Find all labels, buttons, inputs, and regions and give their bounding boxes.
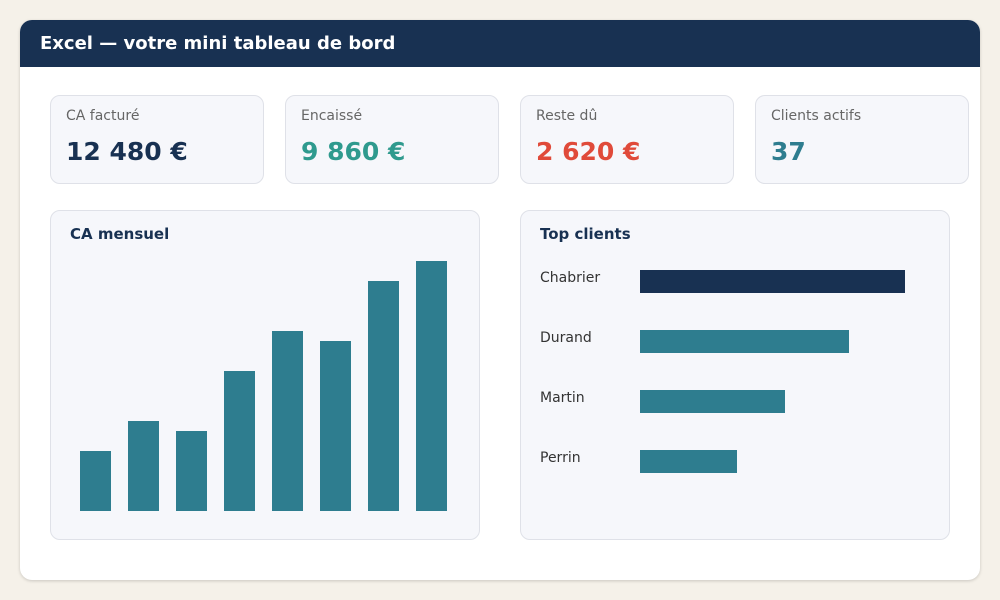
monthly-revenue-panel: CA mensuel (50, 210, 480, 540)
client-label-chabrier: Chabrier (540, 270, 601, 286)
client-bar-durand (640, 330, 849, 353)
monthly-bar-6 (320, 341, 351, 511)
kpi-label: CA facturé (66, 108, 140, 124)
monthly-bar-5 (272, 331, 303, 511)
client-label-durand: Durand (540, 330, 592, 346)
monthly-bar-1 (80, 451, 111, 511)
monthly-bar-3 (176, 431, 207, 511)
monthly-bar-7 (368, 281, 399, 511)
client-label-martin: Martin (540, 390, 585, 406)
panel-title: CA mensuel (70, 225, 170, 243)
top-clients-panel: Top clients Chabrier Durand Martin Perri… (520, 210, 950, 540)
kpi-card-reste-du: Reste dû 2 620 € (520, 95, 734, 184)
kpi-card-clients-actifs: Clients actifs 37 (755, 95, 969, 184)
client-bar-chabrier (640, 270, 905, 293)
monthly-bar-2 (128, 421, 159, 511)
kpi-value: 12 480 € (66, 137, 188, 166)
page-title: Excel — votre mini tableau de bord (40, 33, 396, 54)
title-bar: Excel — votre mini tableau de bord (20, 20, 980, 67)
client-bar-perrin (640, 450, 737, 473)
kpi-value: 37 (771, 137, 806, 166)
dashboard-window: Excel — votre mini tableau de bord CA fa… (20, 20, 980, 580)
monthly-revenue-chart (80, 261, 447, 511)
kpi-value: 9 860 € (301, 137, 406, 166)
kpi-label: Encaissé (301, 108, 363, 124)
top-clients-chart (640, 270, 905, 473)
kpi-card-ca-facture: CA facturé 12 480 € (50, 95, 264, 184)
kpi-label: Reste dû (536, 108, 598, 124)
client-bar-martin (640, 390, 785, 413)
panel-title: Top clients (540, 225, 631, 243)
kpi-card-encaisse: Encaissé 9 860 € (285, 95, 499, 184)
monthly-bar-8 (416, 261, 447, 511)
kpi-value: 2 620 € (536, 137, 641, 166)
monthly-bar-4 (224, 371, 255, 511)
kpi-label: Clients actifs (771, 108, 862, 124)
client-label-perrin: Perrin (540, 450, 581, 466)
